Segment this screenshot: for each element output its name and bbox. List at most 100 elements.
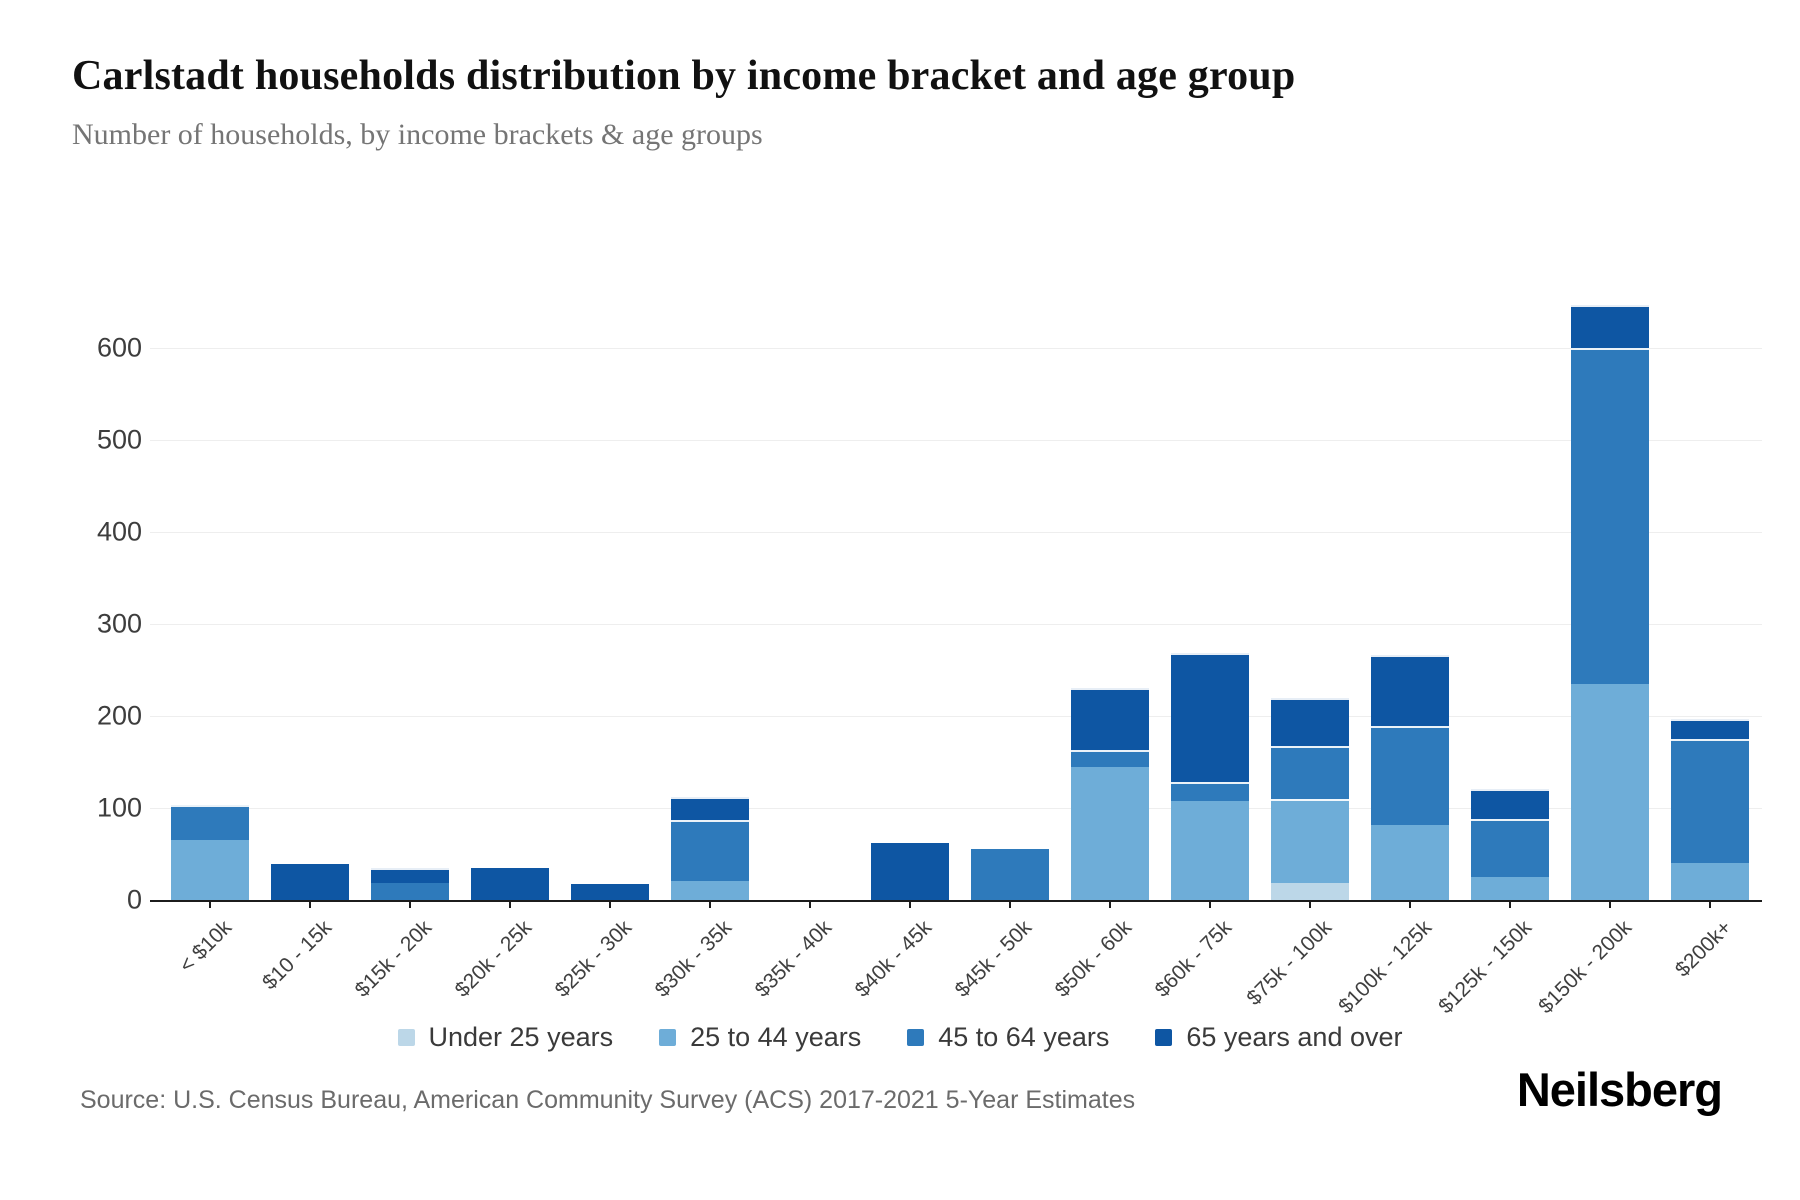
- bar-slot: [1060, 0, 1160, 900]
- bar-$10 - 15k: [271, 864, 349, 900]
- bar-segment[interactable]: [1371, 655, 1449, 727]
- bar-segment[interactable]: [1671, 739, 1749, 864]
- bar-$150k - 200k: [1571, 304, 1649, 900]
- bar-segment[interactable]: [1571, 304, 1649, 349]
- bar-$60k - 75k: [1171, 653, 1249, 900]
- stacked-bar-chart: 0 100 200 300 400 500 600 < $10k $10 - 15k $15k -…: [96, 0, 1762, 1018]
- bar-segment[interactable]: [1671, 863, 1749, 900]
- bar-segment[interactable]: [871, 842, 949, 900]
- bar-segment[interactable]: [171, 840, 249, 900]
- legend-item[interactable]: 45 to 64 years: [907, 1022, 1109, 1053]
- legend-swatch: [907, 1029, 925, 1046]
- bar-segment[interactable]: [1271, 746, 1349, 799]
- bar-$75k - 100k: [1271, 697, 1349, 900]
- y-axis-tick-label: 0: [126, 884, 142, 915]
- bar-segment[interactable]: [1171, 782, 1249, 801]
- x-axis-tick: [1509, 900, 1511, 908]
- x-axis-tick: [909, 900, 911, 908]
- bar-segment[interactable]: [1371, 726, 1449, 825]
- bar-slot: [1260, 0, 1360, 900]
- bar-segment[interactable]: [371, 883, 449, 900]
- bar-segment[interactable]: [1471, 819, 1549, 877]
- x-axis-tick: [1109, 900, 1111, 908]
- bar-segment[interactable]: [1071, 688, 1149, 751]
- y-axis-tick-label: 100: [96, 792, 142, 823]
- legend-item[interactable]: Under 25 years: [397, 1022, 614, 1053]
- legend-swatch: [1155, 1029, 1173, 1046]
- legend-item[interactable]: 65 years and over: [1155, 1022, 1403, 1053]
- bar-segment[interactable]: [671, 796, 749, 820]
- legend-item[interactable]: 25 to 44 years: [659, 1022, 861, 1053]
- bar-segment[interactable]: [1571, 348, 1649, 684]
- bar-slot: [1360, 0, 1460, 900]
- x-axis-tick: [409, 900, 411, 908]
- bar-slot: [760, 0, 860, 900]
- gridline: [150, 440, 1762, 441]
- bar-segment[interactable]: [1171, 800, 1249, 900]
- legend-label: Under 25 years: [428, 1022, 614, 1052]
- legend-label: 65 years and over: [1186, 1022, 1403, 1052]
- y-axis-tick-label: 500: [96, 424, 142, 455]
- bar-$50k - 60k: [1071, 688, 1149, 900]
- bar-slot: [1460, 0, 1560, 900]
- bar-$100k - 125k: [1371, 655, 1449, 900]
- y-axis-tick-label: 200: [96, 700, 142, 731]
- legend-label: 25 to 44 years: [690, 1022, 862, 1052]
- x-axis-tick: [1309, 900, 1311, 908]
- x-axis-tick: [309, 900, 311, 908]
- bar-segment[interactable]: [1671, 718, 1749, 740]
- bar-segment[interactable]: [171, 805, 249, 841]
- y-axis-tick-label: 300: [96, 608, 142, 639]
- bar-segment[interactable]: [1171, 653, 1249, 783]
- bar-segment[interactable]: [1071, 766, 1149, 900]
- bar-$45k - 50k: [971, 849, 1049, 900]
- bar-segment[interactable]: [271, 864, 349, 900]
- legend-swatch: [659, 1029, 677, 1046]
- x-axis-tick: [509, 900, 511, 908]
- chart-legend: Under 25 years 25 to 44 years 45 to 64 yea…: [0, 1022, 1800, 1053]
- bar-$25k - 30k: [571, 884, 649, 900]
- bar-$40k - 45k: [871, 842, 949, 900]
- bar-slot: [360, 0, 460, 900]
- gridline: [150, 808, 1762, 809]
- bar-slot: [260, 0, 360, 900]
- bar-segment[interactable]: [1271, 798, 1349, 884]
- bar-slot: [1160, 0, 1260, 900]
- page-title: Carlstadt households distribution by inc…: [72, 53, 1296, 99]
- bar-< $10k: [171, 805, 249, 900]
- bar-segment[interactable]: [1471, 877, 1549, 900]
- page-subtitle: Number of households, by income brackets…: [72, 118, 763, 151]
- bar-$200k+: [1671, 718, 1749, 900]
- bar-slot: [460, 0, 560, 900]
- bar-segment[interactable]: [1571, 683, 1649, 900]
- bar-slot: [660, 0, 760, 900]
- bar-slot: [860, 0, 960, 900]
- y-axis-tick-label: 400: [96, 516, 142, 547]
- bar-segment[interactable]: [471, 867, 549, 900]
- bar-segment[interactable]: [571, 884, 649, 900]
- bars-area: [160, 0, 1760, 900]
- bar-segment[interactable]: [671, 880, 749, 900]
- bar-slot: [1560, 0, 1660, 900]
- bar-slot: [960, 0, 1060, 900]
- bar-slot: [160, 0, 260, 900]
- bar-segment[interactable]: [1271, 883, 1349, 900]
- bar-segment[interactable]: [1371, 824, 1449, 900]
- legend-swatch: [397, 1029, 415, 1046]
- x-axis-tick: [1209, 900, 1211, 908]
- x-axis-tick: [1609, 900, 1611, 908]
- bar-$30k - 35k: [671, 796, 749, 900]
- x-axis-line: [150, 900, 1762, 902]
- gridline: [150, 348, 1762, 349]
- x-axis-tick: [1009, 900, 1011, 908]
- bar-segment[interactable]: [1071, 750, 1149, 767]
- bar-segment[interactable]: [1471, 788, 1549, 820]
- x-axis-tick: [1709, 900, 1711, 908]
- gridline: [150, 532, 1762, 533]
- bar-segment[interactable]: [1271, 697, 1349, 747]
- bar-segment[interactable]: [671, 819, 749, 881]
- x-axis-tick: [1409, 900, 1411, 908]
- source-note: Source: U.S. Census Bureau, American Com…: [80, 1086, 1136, 1114]
- bar-segment[interactable]: [371, 867, 449, 884]
- bar-segment[interactable]: [971, 849, 1049, 900]
